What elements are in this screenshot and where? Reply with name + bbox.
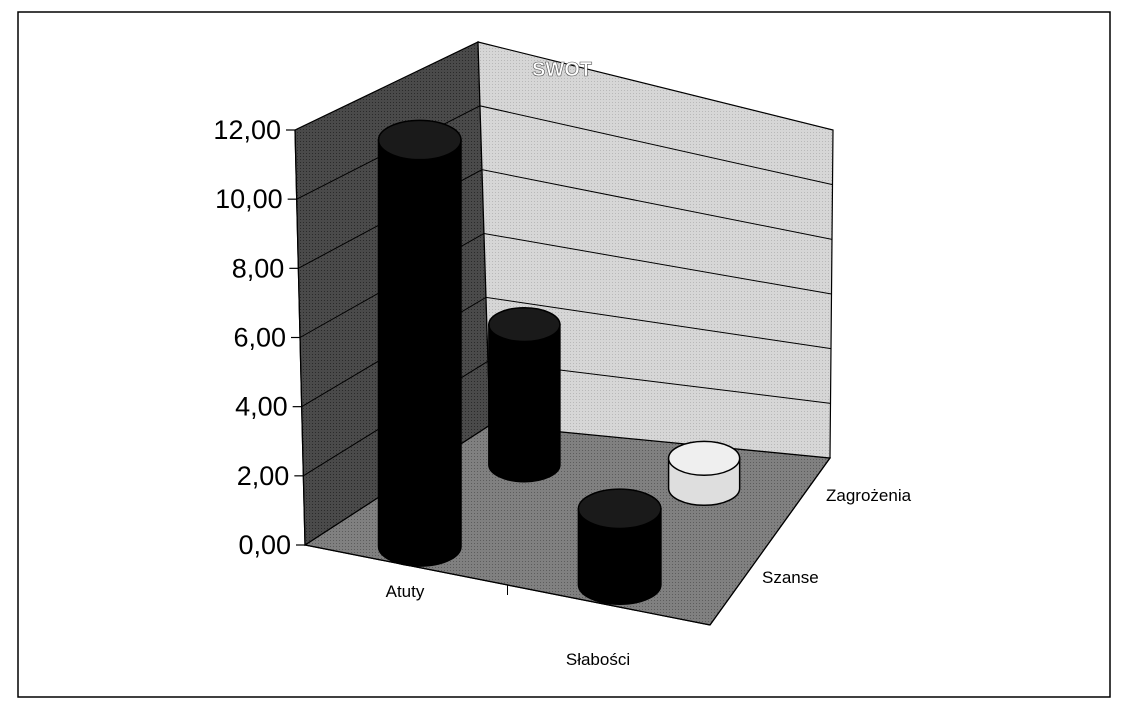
cylinder-top: [488, 306, 561, 343]
gridline: [296, 105, 833, 200]
x-category-label: Słabości: [566, 650, 630, 669]
x-category-label: Atuty: [386, 582, 425, 601]
y-tick-label: 0,00: [238, 530, 291, 560]
y-tick-label: 12,00: [213, 115, 281, 145]
cylinders: [377, 119, 741, 605]
chart-title: SWOT: [532, 59, 592, 81]
cylinder-top: [667, 440, 741, 476]
cylinder-body: [377, 139, 462, 567]
y-tick-label: 4,00: [235, 392, 288, 422]
depth-category-label: Zagrożenia: [826, 486, 912, 505]
y-axis-line: [294, 129, 306, 546]
y-tick-label: 6,00: [233, 323, 286, 353]
cylinder-bar: [577, 488, 662, 605]
chart-walls: [294, 41, 834, 626]
x-axis-labels: Atuty Słabości Szanse Zagrożenia: [304, 457, 912, 669]
depth-axis-line: [709, 457, 831, 626]
gridline: [299, 232, 832, 338]
y-tick-label: 10,00: [215, 184, 283, 214]
gridline: [298, 169, 833, 269]
cylinder-top: [577, 488, 662, 530]
gridline: [303, 360, 831, 477]
cylinder-top: [377, 119, 462, 161]
depth-category-label: Szanse: [762, 568, 819, 587]
cylinder-body: [488, 323, 561, 483]
cylinder-bar: [667, 440, 741, 506]
cylinder-body: [577, 508, 662, 605]
gridlines: [296, 105, 833, 477]
gridline: [301, 296, 832, 408]
y-axis: 0,00 2,00 4,00 6,00 8,00 10,00 12,00: [213, 115, 306, 560]
cylinder-bar: [488, 306, 561, 483]
y-tick-label: 2,00: [237, 461, 290, 491]
cylinder-bar: [377, 119, 462, 567]
y-tick-label: 8,00: [232, 253, 285, 283]
